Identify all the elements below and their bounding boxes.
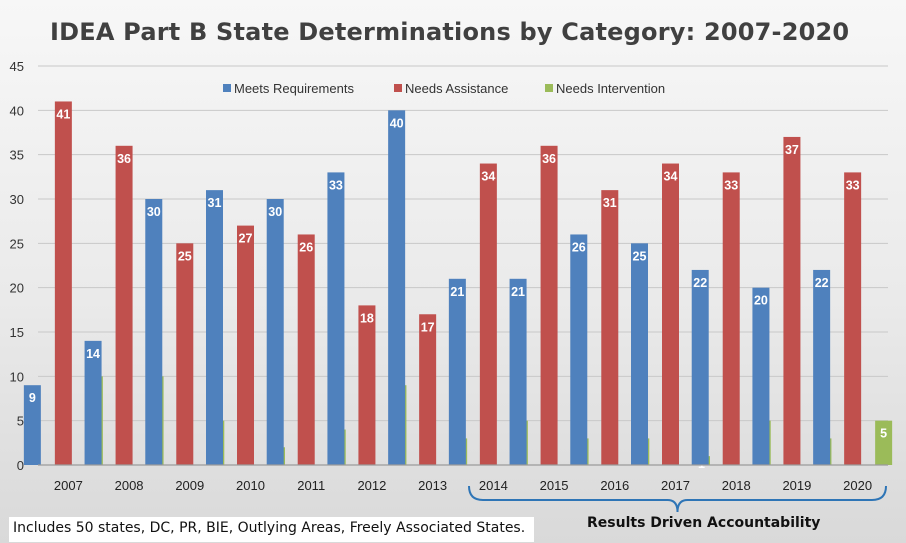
bar [266, 199, 284, 465]
bar [297, 234, 315, 465]
data-label: 36 [117, 152, 131, 166]
y-tick-label: 0 [17, 458, 24, 473]
bar [388, 110, 406, 465]
x-tick-label: 2007 [54, 478, 83, 493]
x-tick-label: 2008 [115, 478, 144, 493]
data-label: 30 [147, 205, 161, 219]
data-label: 40 [390, 116, 404, 130]
y-tick-label: 40 [10, 103, 24, 118]
bar [783, 136, 801, 465]
data-label: 41 [56, 107, 70, 121]
legend-label: Meets Requirements [234, 81, 354, 96]
data-label: 14 [86, 347, 100, 361]
chart-title: IDEA Part B State Determinations by Cate… [50, 18, 850, 46]
bar [237, 225, 254, 465]
x-tick-label: 2020 [843, 478, 872, 493]
footnote: Includes 50 states, DC, PR, BIE, Outlyin… [9, 517, 535, 542]
bar [509, 278, 527, 465]
bar [23, 385, 41, 465]
x-tick-label: 2012 [357, 478, 386, 493]
x-tick-label: 2013 [418, 478, 447, 493]
legend-swatch [545, 84, 553, 92]
results-driven-accountability-label: Results Driven Accountability [587, 515, 821, 531]
y-tick-label: 35 [10, 148, 24, 163]
data-label: 26 [299, 240, 313, 254]
bar [601, 190, 619, 465]
y-tick-label: 45 [10, 59, 24, 74]
data-label: 22 [815, 276, 829, 290]
bar [540, 145, 558, 466]
data-label: 17 [421, 320, 435, 334]
data-label: 34 [664, 170, 678, 184]
bar [54, 101, 72, 465]
bar [84, 340, 102, 465]
bar [479, 163, 497, 466]
y-tick-label: 10 [10, 369, 24, 384]
bar [722, 172, 740, 465]
x-tick-label: 2019 [782, 478, 811, 493]
bar [813, 269, 831, 465]
bar [448, 278, 466, 465]
legend-label: Needs Assistance [405, 81, 508, 96]
data-label: 21 [511, 285, 525, 299]
bar [875, 420, 893, 465]
data-label: 9 [29, 391, 36, 405]
x-tick-label: 2014 [479, 478, 508, 493]
legend-swatch [394, 84, 402, 92]
y-tick-label: 30 [10, 192, 24, 207]
bar [327, 172, 345, 465]
x-tick-label: 2010 [236, 478, 265, 493]
data-label: 36 [542, 152, 556, 166]
bar [206, 190, 223, 465]
bar [419, 314, 437, 465]
data-label: 20 [754, 294, 768, 308]
legend-swatch [223, 84, 231, 92]
bar [358, 305, 376, 465]
x-tick-label: 2011 [297, 478, 325, 493]
data-label: 33 [724, 178, 738, 192]
bar [844, 172, 862, 465]
x-tick-label: 2015 [540, 478, 569, 493]
results-bracket [468, 485, 887, 513]
y-tick-label: 15 [10, 325, 24, 340]
data-label: 25 [633, 249, 647, 263]
data-label: 34 [481, 170, 495, 184]
data-label: 18 [360, 311, 374, 325]
data-label: 33 [846, 178, 860, 192]
data-label: 26 [572, 240, 586, 254]
bar [115, 145, 133, 466]
bar [662, 163, 679, 466]
x-tick-label: 2018 [722, 478, 751, 493]
bar [570, 234, 588, 465]
data-label: 37 [785, 143, 799, 157]
y-tick-label: 5 [17, 414, 24, 429]
x-tick-label: 2009 [175, 478, 204, 493]
data-label: 27 [239, 232, 253, 246]
y-tick-label: 20 [10, 281, 24, 296]
x-tick-label: 2016 [600, 478, 629, 493]
data-label: 25 [178, 249, 192, 263]
bar [145, 199, 163, 465]
data-label: 31 [208, 196, 222, 210]
legend-label: Needs Intervention [556, 81, 665, 96]
data-label: 5 [880, 427, 887, 441]
data-label: 30 [268, 205, 282, 219]
data-label: 33 [329, 178, 343, 192]
x-tick-label: 2017 [661, 478, 690, 493]
data-label: 21 [450, 285, 464, 299]
y-tick-label: 25 [10, 236, 24, 251]
data-label: 31 [603, 196, 617, 210]
bar [176, 243, 194, 465]
bar [631, 243, 648, 465]
bar [691, 269, 709, 465]
data-label: 22 [693, 276, 707, 290]
bar [752, 287, 770, 465]
